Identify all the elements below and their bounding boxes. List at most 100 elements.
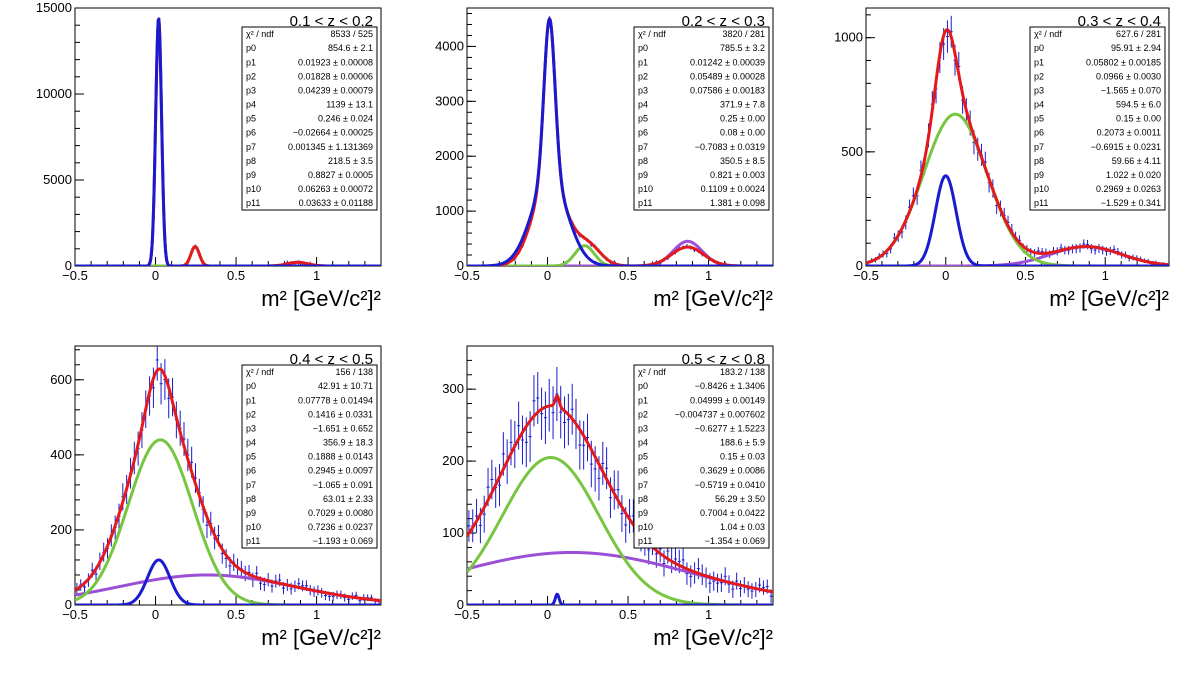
stats-value: −0.02664 ± 0.00025 [293, 128, 373, 138]
x-tick-label: 1 [313, 268, 320, 283]
stats-key: p10 [638, 184, 653, 194]
stats-key: p4 [638, 100, 648, 110]
stats-key: p5 [246, 114, 256, 124]
y-tick-label: 0 [457, 597, 464, 612]
x-tick-label: 0.5 [619, 268, 637, 283]
stats-key: p11 [246, 536, 260, 546]
stats-key: p11 [1034, 198, 1048, 208]
x-tick-label: 0.5 [227, 607, 245, 622]
stats-value: 0.04239 ± 0.00079 [298, 85, 373, 95]
stats-value: 218.5 ± 3.5 [328, 156, 373, 166]
stats-key: p9 [246, 508, 256, 518]
stats-key: p4 [246, 100, 256, 110]
stats-key: p8 [638, 156, 648, 166]
stats-key: χ² / ndf [638, 29, 666, 39]
stats-key: p1 [1034, 57, 1044, 67]
stats-value: 1.022 ± 0.020 [1106, 170, 1161, 180]
stats-key: p7 [1034, 142, 1044, 152]
stats-key: p0 [638, 381, 648, 391]
stats-key: p3 [246, 85, 256, 95]
stats-key: p5 [638, 114, 648, 124]
x-tick-label: 0 [544, 268, 551, 283]
stats-value: 0.7004 ± 0.0422 [700, 508, 765, 518]
stats-value: 63.01 ± 2.33 [323, 494, 373, 504]
stats-value: 0.07778 ± 0.01494 [298, 395, 373, 405]
x-axis-label: m² [GeV/c²]² [653, 286, 773, 311]
green-component-curve [75, 438, 381, 605]
y-tick-label: 400 [50, 447, 72, 462]
blue-peak-curve [75, 558, 381, 605]
stats-value: 0.05802 ± 0.00185 [1086, 57, 1161, 67]
x-axis-label: m² [GeV/c²]² [261, 286, 381, 311]
y-tick-label: 4000 [435, 38, 464, 53]
x-tick-label: −0.5 [62, 607, 88, 622]
stats-value: 0.1109 ± 0.0024 [701, 184, 765, 194]
stats-value: 0.246 ± 0.024 [318, 114, 373, 124]
stats-key: p10 [1034, 184, 1049, 194]
stats-key: p11 [246, 198, 260, 208]
stats-value: 0.15 ± 0.03 [720, 452, 765, 462]
stats-key: p11 [638, 198, 652, 208]
y-tick-label: 10000 [36, 86, 72, 101]
stats-value: 627.6 / 281 [1116, 29, 1161, 39]
x-tick-label: 1 [705, 268, 712, 283]
stats-key: p3 [638, 423, 648, 433]
x-tick-label: 0.5 [227, 268, 245, 283]
blue-peak-curve [467, 17, 773, 266]
stats-value: 0.08 ± 0.00 [720, 128, 765, 138]
curve-layer [75, 17, 381, 266]
stats-value: 0.01828 ± 0.00006 [298, 71, 373, 81]
x-tick-label: 0 [544, 607, 551, 622]
stats-value: 1.381 ± 0.098 [710, 198, 765, 208]
stats-key: p1 [638, 395, 648, 405]
stats-value: 1.04 ± 0.03 [720, 522, 765, 532]
y-tick-label: 100 [442, 525, 464, 540]
y-tick-label: 500 [841, 144, 863, 159]
stats-value: 0.2969 ± 0.0263 [1096, 184, 1161, 194]
y-tick-label: 1000 [435, 203, 464, 218]
panel-title: 0.4 < z < 0.5 [290, 351, 373, 368]
panel-title: 0.5 < z < 0.8 [682, 351, 765, 368]
stats-key: p2 [1034, 71, 1044, 81]
stats-value: 0.01242 ± 0.00039 [690, 57, 765, 67]
stats-key: χ² / ndf [638, 367, 666, 377]
stats-value: −1.529 ± 0.341 [1101, 198, 1161, 208]
x-axis-label: m² [GeV/c²]² [653, 625, 773, 650]
curve-layer [866, 15, 1169, 266]
stats-value: 594.5 ± 6.0 [1116, 100, 1161, 110]
stats-box-frame [633, 364, 770, 549]
stats-key: p0 [246, 381, 256, 391]
stats-value: 42.91 ± 10.71 [318, 381, 373, 391]
stats-value: 0.1888 ± 0.0143 [308, 452, 373, 462]
stats-value: 0.05489 ± 0.00028 [690, 71, 765, 81]
stats-value: 785.5 ± 3.2 [720, 43, 765, 53]
stats-value: −0.7083 ± 0.0319 [695, 142, 765, 152]
stats-value: −1.565 ± 0.070 [1101, 85, 1161, 95]
stats-key: p0 [246, 43, 256, 53]
x-tick-label: 0.5 [1016, 268, 1034, 283]
stats-key: p9 [638, 508, 648, 518]
stats-key: p1 [638, 57, 648, 67]
stats-key: p10 [638, 522, 653, 532]
x-tick-label: 0 [152, 268, 159, 283]
stats-value: 0.2073 ± 0.0011 [1097, 128, 1161, 138]
stats-key: p11 [638, 536, 652, 546]
x-tick-label: 1 [313, 607, 320, 622]
stats-key: p7 [246, 142, 256, 152]
stats-value: 356.9 ± 18.3 [323, 438, 373, 448]
curve-layer [467, 15, 773, 266]
curve-layer [75, 346, 381, 605]
stats-value: 0.2945 ± 0.0097 [308, 466, 373, 476]
stats-value: 371.9 ± 7.8 [720, 100, 765, 110]
stats-key: p6 [246, 128, 256, 138]
stats-key: p5 [246, 452, 256, 462]
stats-value: 0.8827 ± 0.0005 [308, 170, 373, 180]
stats-value: 156 / 138 [335, 367, 373, 377]
y-tick-label: 1000 [834, 30, 863, 45]
stats-value: 0.0966 ± 0.0030 [1096, 71, 1161, 81]
stats-box: χ² / ndf 3820 / 281 p0 785.5 ± 3.2 p1 0.01242… [633, 26, 770, 211]
stats-value: 0.821 ± 0.003 [710, 170, 765, 180]
